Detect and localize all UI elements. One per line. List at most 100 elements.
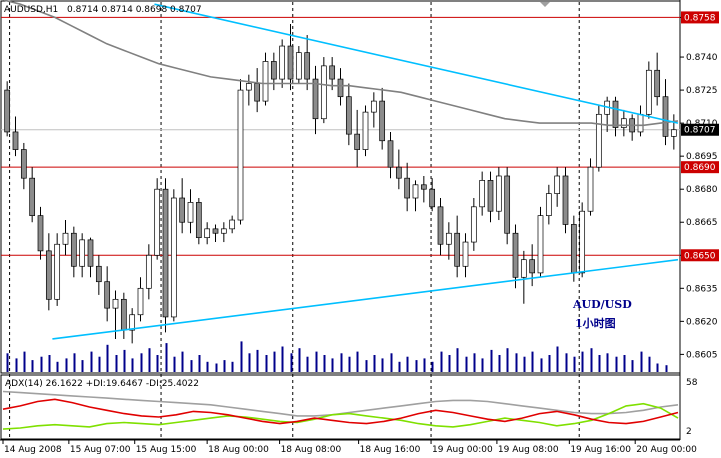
plus-di-line bbox=[2, 402, 679, 430]
moving-average-line bbox=[2, 0, 679, 127]
candle-bull bbox=[262, 61, 269, 102]
candle-bear bbox=[379, 100, 386, 142]
level-price-tag-bg bbox=[681, 161, 719, 174]
candle-bear bbox=[287, 45, 294, 80]
candle-bull bbox=[412, 184, 419, 199]
candle-bear bbox=[420, 184, 427, 190]
symbol-label: AUDUSD,H1 bbox=[4, 5, 58, 15]
time-tick-label: 19 Aug 00:00 bbox=[432, 445, 493, 455]
candle-bull bbox=[620, 118, 627, 128]
time-tick-label: 15 Aug 07:00 bbox=[70, 445, 131, 455]
candle-bear bbox=[95, 265, 102, 283]
candle-bull bbox=[137, 287, 144, 316]
candle-bear bbox=[120, 298, 127, 331]
time-axis-labels: 14 Aug 2008 15 Aug 07:00 15 Aug 15:00 18 Au… bbox=[2, 440, 697, 455]
price-tick-label: 0.8635 bbox=[686, 284, 718, 294]
indicator-scale-max: 58 bbox=[686, 378, 698, 388]
trendline-lower[interactable] bbox=[52, 258, 679, 340]
candle-bear bbox=[12, 131, 19, 150]
candle-bull bbox=[670, 129, 677, 137]
indicator-label: ADX(14) 26.1622 +DI:19.6467 -DI:25.4022 bbox=[5, 379, 199, 389]
price-tick-label: 0.8695 bbox=[686, 152, 718, 162]
candle-bear bbox=[512, 232, 519, 278]
candle-bull bbox=[545, 193, 552, 216]
price-tick-label: 0.8620 bbox=[686, 317, 718, 327]
candle-bull bbox=[237, 89, 244, 221]
candle-bull bbox=[370, 100, 377, 113]
candle-bear bbox=[404, 177, 411, 199]
candle-bull bbox=[112, 298, 119, 309]
candle-bull bbox=[320, 65, 327, 120]
level-price-tag-bg bbox=[681, 249, 719, 262]
candle-bull bbox=[295, 52, 302, 80]
trendlines[interactable] bbox=[52, 3, 679, 340]
trendline-upper[interactable] bbox=[154, 3, 679, 124]
candle-bear bbox=[162, 188, 169, 318]
candle-bear bbox=[529, 259, 536, 274]
candle-bear bbox=[20, 149, 27, 179]
annotation-timeframe: 1小时图 bbox=[575, 316, 616, 330]
candle-bear bbox=[662, 96, 669, 137]
candle-bull bbox=[220, 228, 227, 234]
candle-bear bbox=[304, 52, 311, 80]
candle-bull bbox=[79, 239, 86, 267]
candle-bear bbox=[487, 180, 494, 212]
time-tick-label: 15 Aug 15:00 bbox=[136, 445, 197, 455]
level-price-tag: 0.8758 bbox=[684, 13, 716, 23]
candle-bear bbox=[354, 133, 361, 150]
candle-bear bbox=[654, 69, 661, 98]
candle-bull bbox=[129, 314, 136, 331]
time-tick-label: 18 Aug 00:00 bbox=[208, 445, 269, 455]
time-tick-label: 14 Aug 2008 bbox=[4, 445, 62, 455]
candle-bull bbox=[520, 259, 527, 278]
candle-bear bbox=[195, 202, 202, 239]
candle-bear bbox=[337, 78, 344, 98]
candle-bear bbox=[437, 206, 444, 245]
candle-bull bbox=[170, 197, 177, 318]
candle-bull bbox=[595, 113, 602, 168]
ohlc-readout: 0.8714 0.8714 0.8698 0.8707 bbox=[67, 5, 202, 15]
candle-bull bbox=[445, 232, 452, 245]
candle-bear bbox=[87, 239, 94, 267]
candle-bull bbox=[554, 175, 561, 194]
current-price-tag-bg bbox=[681, 123, 719, 136]
volume-bars bbox=[6, 341, 668, 372]
candle-bull bbox=[54, 243, 61, 300]
candle-bear bbox=[504, 175, 511, 234]
candle-bull bbox=[145, 254, 152, 289]
time-tick-label: 19 Aug 16:00 bbox=[570, 445, 631, 455]
candle-bear bbox=[70, 232, 77, 267]
level-price-tag: 0.8650 bbox=[684, 251, 716, 261]
level-price-tag: 0.8690 bbox=[684, 163, 716, 173]
annotation-pair: AUD/USD bbox=[572, 298, 632, 311]
candle-bear bbox=[429, 188, 436, 208]
candle-bear bbox=[104, 281, 111, 309]
candle-bull bbox=[645, 69, 652, 115]
candle-bull bbox=[154, 188, 161, 256]
candle-bear bbox=[562, 175, 569, 225]
candle-bull bbox=[204, 228, 211, 239]
candle-bear bbox=[45, 250, 52, 300]
price-tick-label: 0.8725 bbox=[686, 86, 718, 96]
candlesticks bbox=[4, 24, 677, 344]
candle-bear bbox=[212, 228, 219, 234]
candle-bear bbox=[395, 166, 402, 179]
price-tags: 0.8758 0.8690 0.8650 0.8707 bbox=[681, 11, 719, 262]
price-tick-label: 0.8740 bbox=[686, 53, 718, 63]
time-tick-label: 20 Aug 00:00 bbox=[636, 445, 697, 455]
current-price-tag: 0.8707 bbox=[684, 126, 716, 136]
candle-bull bbox=[229, 219, 236, 230]
candle-bear bbox=[570, 224, 577, 274]
candle-bull bbox=[587, 166, 594, 212]
chart-shift-marker-icon[interactable] bbox=[540, 2, 550, 7]
candle-bull bbox=[187, 202, 194, 223]
indicator-scale-min: 2 bbox=[686, 427, 692, 437]
candle-bull bbox=[62, 232, 69, 245]
time-tick-label: 18 Aug 16:00 bbox=[360, 445, 421, 455]
candle-bull bbox=[462, 241, 469, 267]
price-tick-label: 0.8605 bbox=[686, 350, 718, 360]
candle-bear bbox=[454, 232, 461, 267]
candle-bear bbox=[254, 83, 261, 102]
